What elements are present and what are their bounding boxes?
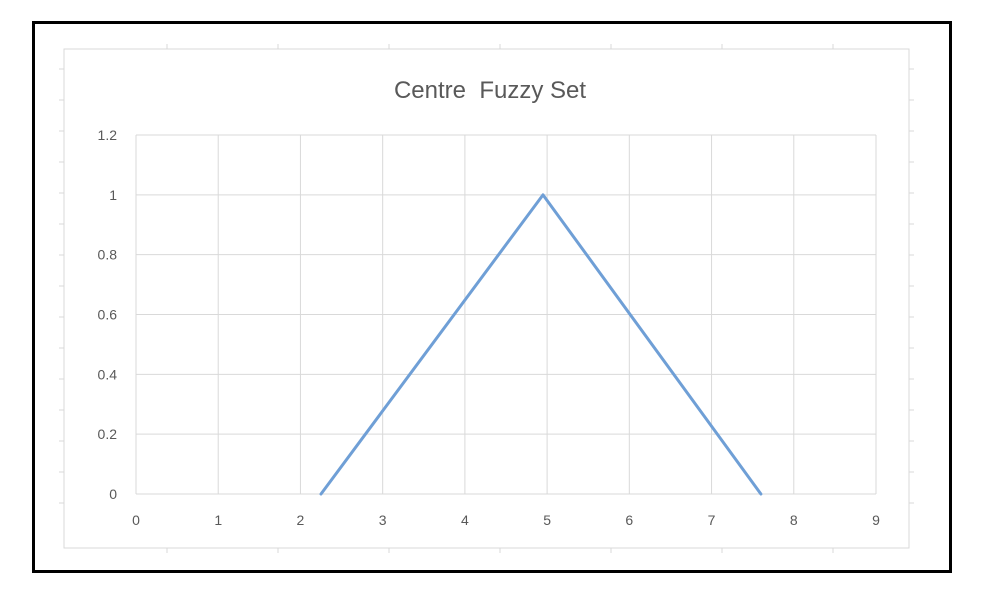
- horizontal-gridlines: [136, 134, 876, 495]
- series-layer: [319, 193, 763, 496]
- x-tick-label: 6: [625, 512, 633, 528]
- y-tick-label: 0.8: [98, 247, 118, 263]
- y-tick-label: 0.2: [98, 426, 118, 442]
- chart-area-tick-marks: [59, 44, 914, 553]
- y-axis-tick-labels: 0 0.2 0.4 0.6 0.8 1 1.2: [98, 127, 118, 502]
- x-tick-label: 0: [132, 512, 140, 528]
- x-tick-label: 8: [790, 512, 798, 528]
- y-tick-label: 1: [109, 187, 117, 203]
- x-tick-label: 2: [297, 512, 305, 528]
- x-tick-label: 3: [379, 512, 387, 528]
- series-line-centre: [319, 193, 763, 496]
- x-tick-label: 1: [214, 512, 222, 528]
- chart-area-border: [63, 48, 910, 549]
- x-tick-label: 5: [543, 512, 551, 528]
- x-axis-tick-labels: 0 1 2 3 4 5 6 7 8 9: [132, 512, 880, 528]
- chart-frame: [32, 21, 952, 573]
- x-tick-label: 7: [708, 512, 716, 528]
- y-tick-label: 0.6: [98, 307, 118, 323]
- y-tick-label: 0: [109, 486, 117, 502]
- y-tick-label: 1.2: [98, 127, 118, 143]
- chart-title: Centre Fuzzy Set: [394, 77, 586, 104]
- y-tick-label: 0.4: [98, 366, 118, 382]
- x-tick-label: 9: [872, 512, 880, 528]
- x-tick-label: 4: [461, 512, 469, 528]
